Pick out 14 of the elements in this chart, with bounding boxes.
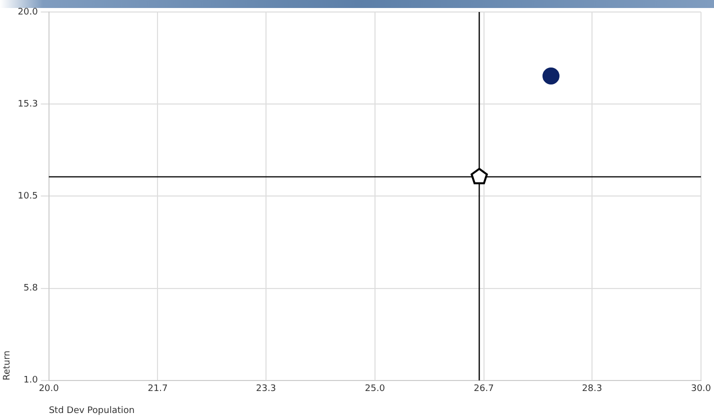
y-axis-title: Return	[2, 350, 13, 380]
x-tick-label: 21.7	[148, 384, 168, 394]
x-tick-label: 28.3	[582, 384, 602, 394]
y-tick-label: 10.5	[18, 192, 38, 202]
y-tick-label: 5.8	[24, 284, 38, 294]
x-tick-label: 25.0	[364, 384, 386, 394]
y-tick-label: 20.0	[18, 7, 38, 18]
x-tick-label: 30.0	[690, 384, 712, 394]
x-tick-label: 20.0	[38, 384, 60, 394]
y-tick-label: 15.3	[18, 99, 38, 110]
x-tick-label: 26.7	[474, 384, 494, 394]
y-tick-label: 1.0	[24, 376, 38, 386]
x-tick-label: 23.3	[256, 384, 276, 394]
x-axis-title: Std Dev Population	[48, 406, 135, 416]
